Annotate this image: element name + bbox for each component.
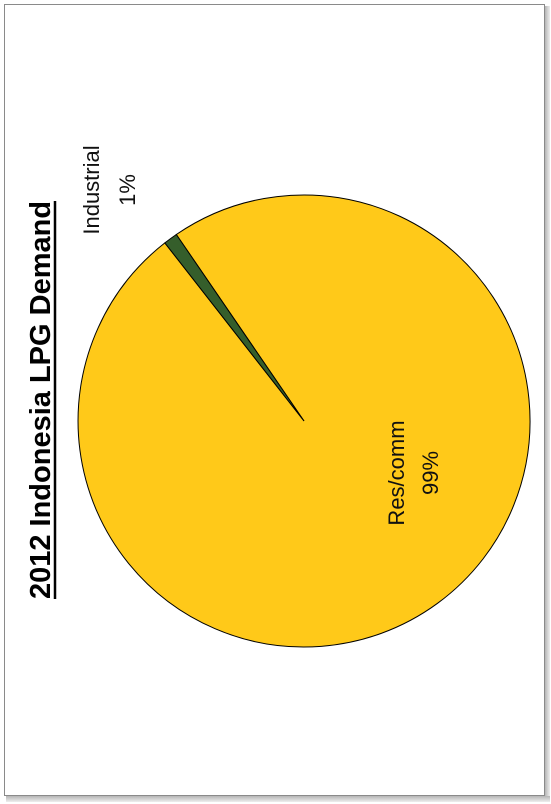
chart-border bbox=[4, 4, 545, 796]
slice-label-industrial: Industrial bbox=[79, 145, 104, 234]
pie-slices bbox=[77, 194, 531, 648]
slice-value-industrial: 1% bbox=[115, 174, 140, 206]
chart-title: 2012 Indonesia LPG Demand bbox=[25, 201, 57, 599]
label-group-res-comm: Res/comm 99% bbox=[384, 420, 443, 525]
chart-shadow-right bbox=[545, 6, 550, 798]
slice-value-res-comm: 99% bbox=[418, 451, 443, 495]
label-group-industrial: Industrial 1% bbox=[79, 145, 140, 234]
slice-label-res-comm: Res/comm bbox=[384, 420, 409, 525]
chart-shadow-bottom bbox=[6, 796, 550, 802]
pie-slice-industrial bbox=[164, 233, 305, 422]
